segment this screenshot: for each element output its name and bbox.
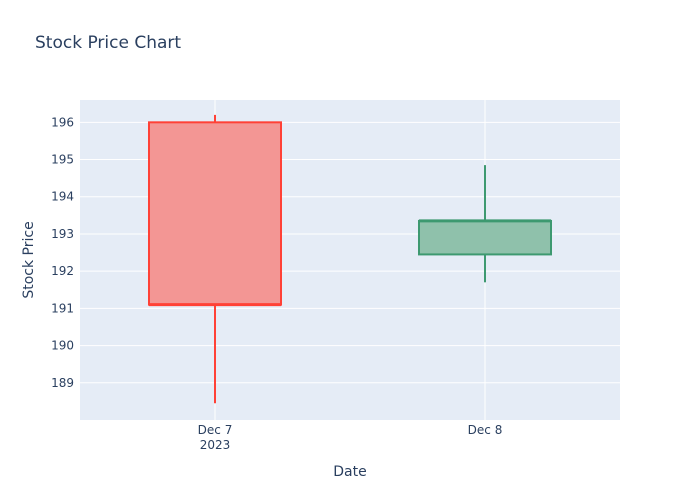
y-tick-label: 190 xyxy=(51,339,74,353)
x-tick-label: Dec 8 xyxy=(468,423,503,437)
y-tick-label: 191 xyxy=(51,301,74,315)
y-tick-label: 194 xyxy=(51,190,74,204)
candle-body xyxy=(418,219,552,256)
y-tick-label: 192 xyxy=(51,264,74,278)
candle-increasing xyxy=(418,165,552,283)
x-tick-sublabel: 2023 xyxy=(200,438,231,452)
y-axis-title: Stock Price xyxy=(21,221,37,298)
candle-body xyxy=(148,121,282,306)
candles xyxy=(148,114,552,404)
y-tick-label: 189 xyxy=(51,376,74,390)
y-tick-label: 196 xyxy=(51,115,74,129)
chart-title: Stock Price Chart xyxy=(35,33,182,53)
y-axis-ticks: 189 190 191 192 193 194 195 196 xyxy=(51,115,74,389)
y-tick-label: 193 xyxy=(51,227,74,241)
x-tick-label: Dec 7 xyxy=(198,423,233,437)
y-tick-label: 195 xyxy=(51,153,74,167)
candle-decreasing xyxy=(148,114,282,404)
x-axis-title: Date xyxy=(333,464,366,480)
